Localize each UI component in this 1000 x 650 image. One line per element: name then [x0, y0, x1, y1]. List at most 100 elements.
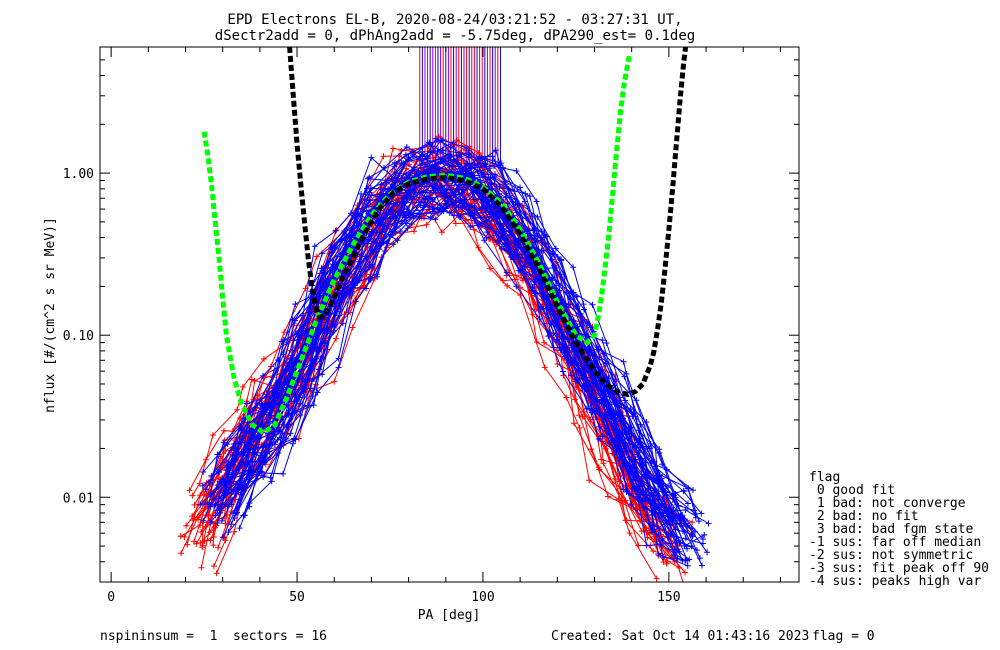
red-data-point [239, 383, 246, 390]
red-data-point [576, 412, 583, 419]
blue-data-point [552, 245, 559, 252]
blue-data-point [199, 482, 206, 489]
blue-data-point [672, 515, 679, 522]
blue-data-point [214, 451, 221, 458]
blue-data-point [538, 228, 545, 235]
blue-data-point [244, 400, 251, 407]
blue-data-point [465, 149, 472, 156]
red-data-point [410, 228, 417, 235]
blue-data-point [290, 337, 297, 344]
blue-data-point [311, 243, 318, 250]
red-data-point [438, 229, 445, 236]
blue-data-point [656, 471, 663, 478]
blue-data-point [684, 500, 691, 507]
blue-data-point [450, 139, 457, 146]
blue-data-point [402, 158, 409, 165]
red-data-point [599, 438, 606, 445]
chart-title-line2: dSectr2add = 0, dPhAng2add = -5.75deg, d… [215, 28, 695, 44]
blue-data-point [216, 478, 223, 485]
legend-item: -1 sus: far off median [809, 535, 981, 550]
blue-data-point [366, 174, 373, 181]
blue-data-point [230, 510, 237, 517]
red-data-point [511, 276, 518, 283]
blue-data-point [330, 257, 337, 264]
blue-data-point [513, 168, 520, 175]
blue-data-point [573, 376, 580, 383]
blue-data-point [390, 241, 397, 248]
footer-spin-info: nspininsum = 1 sectors = 16 [100, 629, 327, 644]
blue-data-point [584, 320, 591, 327]
blue-data-point [225, 529, 232, 536]
blue-data-point [394, 237, 401, 244]
blue-data-point [545, 333, 552, 340]
blue-data-point [382, 248, 389, 255]
blue-data-point [704, 549, 711, 556]
blue-data-point [632, 469, 639, 476]
red-data-point [349, 324, 356, 331]
blue-data-point [299, 375, 306, 382]
blue-data-point [580, 301, 587, 308]
red-data-point [210, 563, 217, 570]
x-tick-label: 150 [657, 590, 680, 605]
blue-data-point [392, 170, 399, 177]
blue-data-point [257, 452, 264, 459]
blue-data-point [599, 396, 606, 403]
blue-data-point [628, 501, 635, 508]
red-data-point [389, 145, 396, 152]
blue-data-point [505, 185, 512, 192]
blue-data-point [332, 303, 339, 310]
blue-data-point [246, 500, 253, 507]
red-data-point [222, 520, 229, 527]
blue-data-point [521, 198, 528, 205]
blue-data-point [489, 185, 496, 192]
blue-data-point [302, 386, 309, 393]
red-data-point [605, 493, 612, 500]
blue-data-point [529, 283, 536, 290]
blue-data-point [659, 553, 666, 560]
blue-data-point [515, 267, 522, 274]
blue-data-point [503, 269, 510, 276]
blue-data-point [595, 436, 602, 443]
blue-data-point [601, 412, 608, 419]
blue-data-point [698, 562, 705, 569]
red-data-point [202, 456, 209, 463]
blue-data-point [673, 549, 680, 556]
blue-data-point [696, 555, 703, 562]
blue-data-point [392, 212, 399, 219]
blue-data-point [335, 364, 342, 371]
blue-data-point [559, 368, 566, 375]
blue-data-point [483, 217, 490, 224]
blue-data-point [402, 151, 409, 158]
red-data-point [487, 265, 494, 272]
y-axis-label: nflux [#/(cm^2 s sr MeV)] [43, 217, 58, 413]
blue-data-point [593, 380, 600, 387]
blue-data-point [367, 277, 374, 284]
blue-data-point [659, 536, 666, 543]
blue-data-point [215, 495, 222, 502]
blue-data-point [280, 470, 287, 477]
blue-data-point [272, 367, 279, 374]
blue-data-point [531, 225, 538, 232]
blue-data-point [394, 199, 401, 206]
blue-data-point [206, 500, 213, 507]
blue-data-point [620, 486, 627, 493]
blue-data-point [268, 478, 275, 485]
blue-data-point [656, 446, 663, 453]
blue-data-point [224, 463, 231, 470]
blue-data-point [496, 221, 503, 228]
blue-data-point [476, 160, 483, 167]
blue-data-point [468, 165, 475, 172]
blue-data-point [490, 174, 497, 181]
blue-data-point [263, 455, 270, 462]
red-data-point [541, 364, 548, 371]
blue-data-point [307, 385, 314, 392]
blue-data-point [298, 330, 305, 337]
blue-data-point [292, 360, 299, 367]
x-axis: 0 50 100 150 [107, 47, 781, 605]
blue-data-point [517, 184, 524, 191]
blue-data-point [367, 231, 374, 238]
red-data-point [193, 540, 200, 547]
blue-data-point [340, 284, 347, 291]
blue-data-point [691, 528, 698, 535]
blue-data-point [377, 217, 384, 224]
